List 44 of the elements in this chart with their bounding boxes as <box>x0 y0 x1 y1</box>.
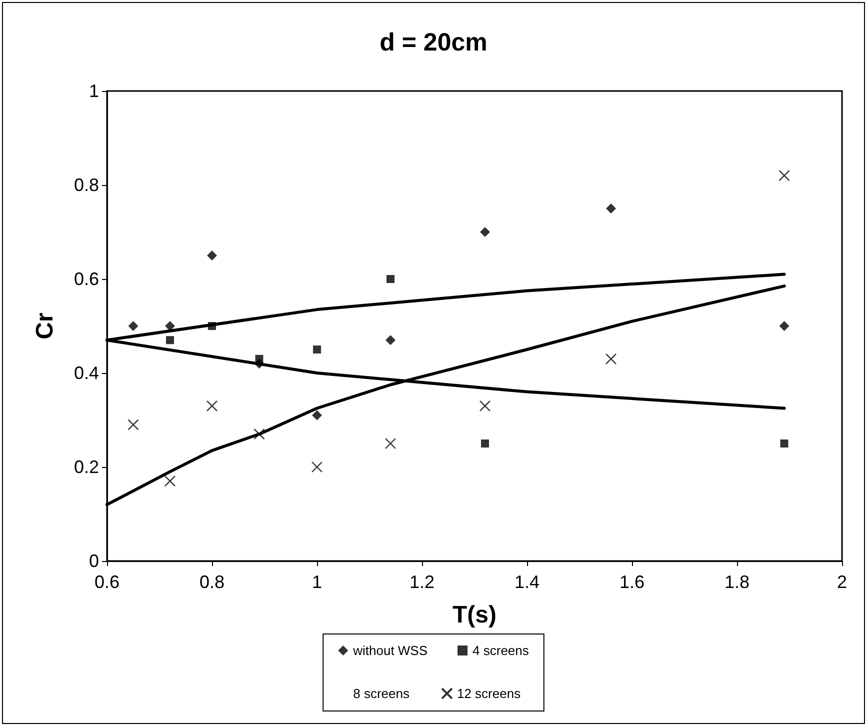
y-tick-label: 1 <box>88 81 99 101</box>
point <box>255 354 264 363</box>
point <box>605 353 617 364</box>
x-tick-label: 1.8 <box>724 572 750 592</box>
point <box>165 321 175 331</box>
point <box>481 440 489 448</box>
point <box>313 346 321 354</box>
point <box>778 170 790 182</box>
legend-label: 12 screens <box>456 686 522 701</box>
point <box>386 275 394 283</box>
point <box>164 476 176 487</box>
y-tick-label: 0.4 <box>74 363 99 383</box>
y-tick-label: 0.6 <box>74 269 99 289</box>
point <box>384 438 396 450</box>
y-tick-label: 0 <box>88 551 99 571</box>
x-tick-label: 0.8 <box>199 572 225 592</box>
point <box>780 440 788 448</box>
x-axis-title: T(s) <box>452 602 496 628</box>
text: 8 screens <box>353 686 410 701</box>
x-tick-label: 2 <box>836 572 848 592</box>
point <box>311 461 323 473</box>
legend-label: 4 screens <box>472 643 530 658</box>
chart-title: d = 20cm <box>380 28 488 56</box>
y-tick-label: 0.2 <box>74 457 99 477</box>
point <box>207 250 217 260</box>
point <box>386 335 396 346</box>
point <box>166 336 174 344</box>
point <box>128 419 139 430</box>
x-tick-label: 1.6 <box>619 572 645 592</box>
point <box>312 410 322 420</box>
y-tick-label: 0.8 <box>74 175 99 195</box>
point <box>480 227 490 237</box>
point <box>606 204 616 214</box>
x-tick-label: 1.4 <box>514 572 540 592</box>
y-axis-title: Cr <box>32 312 58 340</box>
point <box>128 321 138 331</box>
point <box>779 321 790 331</box>
legend-label: without WSS <box>352 643 428 658</box>
point <box>479 400 491 412</box>
x-tick-label: 1 <box>312 572 322 592</box>
x-tick-label: 1.2 <box>409 572 435 592</box>
point <box>208 322 216 330</box>
point <box>254 428 265 440</box>
point <box>206 400 218 412</box>
